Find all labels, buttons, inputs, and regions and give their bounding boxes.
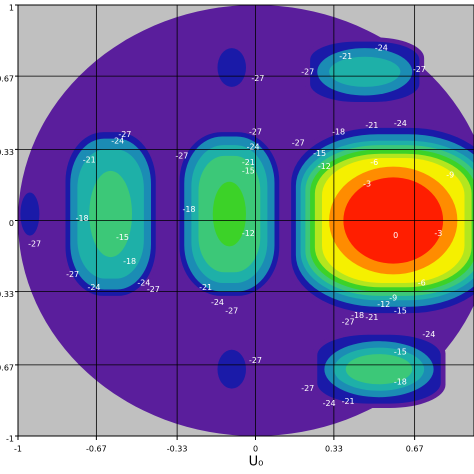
contour-label: -21 (339, 52, 352, 61)
contour-label: 0 (393, 231, 398, 240)
contour-label: -6 (418, 278, 426, 287)
contour-label: -6 (370, 158, 378, 167)
contour-label: -18 (76, 214, 89, 223)
y-tick-label: 1 (9, 4, 14, 13)
contour-label: -27 (249, 356, 262, 365)
plot-area: -18-21 -24-27-15-12-9-6-30 -3-6-9-12-15-18… (18, 5, 474, 436)
x-tick-label: 0.67 (406, 445, 424, 454)
axes: -1 -0.67 -0.33 0 0.33 0.67 1 0.67 0.33 0 -0.33 -0.6… (0, 4, 474, 454)
contour-label: -27 (301, 384, 314, 393)
contour-label: -15 (116, 233, 129, 242)
y-tick-label: 0.67 (0, 75, 14, 84)
y-tick-label: -0.67 (0, 363, 14, 372)
contour-label: -24 (422, 330, 435, 339)
contour-label: -27 (175, 151, 188, 160)
contour-label: -27 (28, 240, 41, 249)
contour-label: -24 (137, 278, 150, 287)
contour-label: -21 (365, 313, 378, 322)
contour-label: -21 (342, 397, 355, 406)
contour-label: -15 (242, 166, 255, 175)
x-tick-label: -0.33 (167, 445, 188, 454)
contour-label: -15 (394, 307, 407, 316)
contour-label: -24 (375, 44, 388, 53)
contour-region (20, 192, 40, 236)
y-tick-label: 0.33 (0, 148, 14, 157)
contour-label: -21 (365, 121, 378, 130)
contour-label: -27 (66, 270, 79, 279)
contour-label: -9 (389, 294, 397, 303)
contour-region (217, 349, 246, 389)
contour-label: -18 (332, 128, 345, 137)
contour-label: -27 (342, 317, 355, 326)
contour-label: -27 (413, 65, 426, 74)
x-axis-label: U₀ (249, 455, 264, 470)
contour-region (89, 170, 132, 258)
contour-label: -24 (211, 298, 224, 307)
contour-region (345, 354, 413, 385)
contour-label: -21 (83, 156, 96, 165)
contour-label: -21 (199, 283, 212, 292)
contour-label: -12 (377, 300, 390, 309)
contour-label: -21 (242, 158, 255, 167)
contour-label: -27 (292, 138, 305, 147)
contour-region (329, 56, 401, 87)
contour-label: -27 (249, 128, 262, 137)
contour-label: -24 (323, 399, 336, 408)
contour-label: -18 (351, 311, 364, 320)
contour-label: -24 (87, 283, 100, 292)
y-tick-label: -1 (6, 435, 14, 444)
x-tick-label: -0.67 (86, 445, 107, 454)
contour-label: -18 (182, 205, 195, 214)
contour-label: -18 (394, 378, 407, 387)
contour-label: -12 (242, 229, 255, 238)
y-tick-label: 0 (9, 219, 14, 228)
contour-label: -3 (434, 229, 442, 238)
contour-label: -15 (394, 347, 407, 356)
contour-label: -12 (318, 162, 331, 171)
contour-label: -27 (147, 285, 160, 294)
contour-label: -9 (446, 171, 454, 180)
contour-label: -27 (118, 130, 131, 139)
contour-label: -3 (363, 179, 371, 188)
contour-label: -24 (247, 143, 260, 152)
x-tick-label: 0 (253, 445, 258, 454)
contour-label: -15 (313, 149, 326, 158)
x-tick-label: -1 (14, 445, 22, 454)
contour-region (217, 48, 246, 87)
x-tick-label: 0.33 (325, 445, 343, 454)
contour-label: -24 (111, 136, 124, 145)
contour-region (212, 181, 246, 247)
contour-label: -27 (225, 307, 238, 316)
y-tick-label: -0.33 (0, 290, 14, 299)
contour-label: -27 (301, 67, 314, 76)
contour-label: -24 (394, 119, 407, 128)
contour-label: -27 (251, 74, 264, 83)
contour-label: -18 (123, 257, 136, 266)
